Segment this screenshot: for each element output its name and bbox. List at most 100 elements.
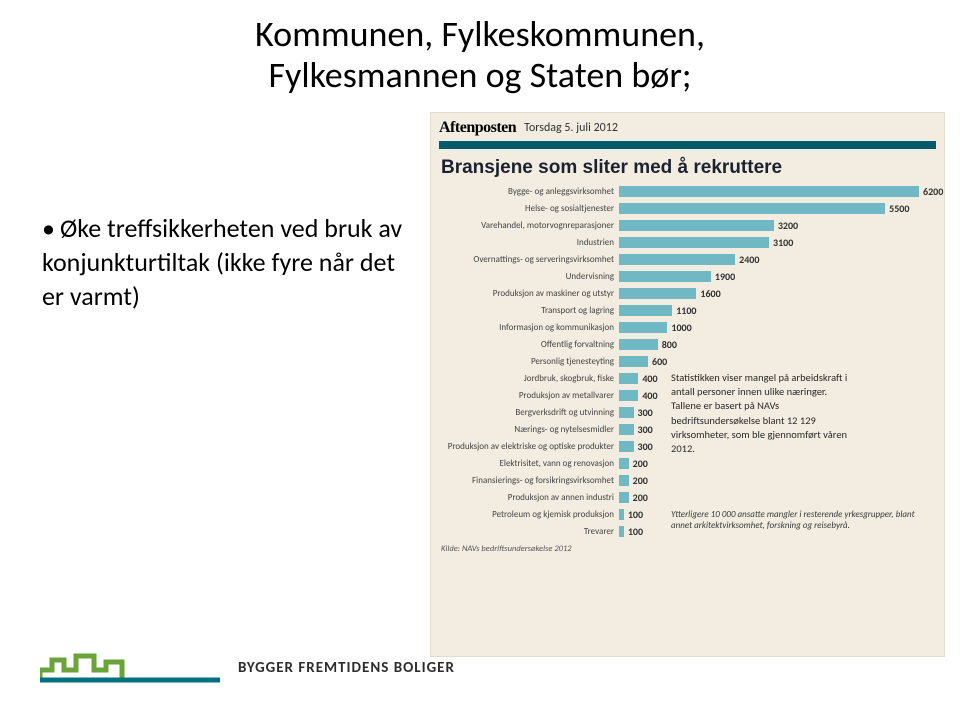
chart-row: Varehandel, motorvognreparasjoner 3200	[441, 217, 934, 234]
chart-row: Personlig tjenesteyting 600	[441, 353, 934, 370]
bar-value: 200	[633, 474, 648, 487]
bar-value: 1600	[700, 287, 720, 300]
bar-label: Produksjon av elektriske og optiske prod…	[441, 442, 619, 451]
header-rule	[439, 141, 936, 149]
bar-label: Undervisning	[441, 272, 619, 281]
chart-row: Produksjon av annen industri 200	[441, 489, 934, 506]
chart-row: Bergverksdrift og utvinning 300	[441, 404, 934, 421]
bar-value: 800	[662, 338, 677, 351]
bar-wrap: 300	[619, 440, 924, 453]
bar-wrap: 3200	[619, 219, 924, 232]
bar-label: Produksjon av metallvarer	[441, 391, 619, 400]
bar-value: 3200	[778, 219, 798, 232]
bar-label: Trevarer	[441, 527, 619, 536]
bar-wrap: 200	[619, 457, 924, 470]
bar	[619, 407, 634, 418]
bar-value: 300	[638, 423, 653, 436]
bar-wrap: 1600	[619, 287, 924, 300]
bar-chart: Statistikken viser mangel på arbeidskraf…	[431, 183, 944, 540]
chart-source: Kilde: NAVs bedriftsundersøkelse 2012	[431, 540, 944, 560]
bar-wrap: 100	[619, 525, 924, 538]
bar-value: 1100	[676, 304, 696, 317]
bar	[619, 424, 634, 435]
bar-wrap: 400	[619, 389, 924, 402]
bar	[619, 220, 774, 231]
bar-label: Elektrisitet, vann og renovasjon	[441, 459, 619, 468]
bar-label: Bygge- og anleggsvirksomhet	[441, 187, 619, 196]
bar	[619, 475, 629, 486]
chart-row: Nærings- og nytelsesmidler 300	[441, 421, 934, 438]
bar-value: 1900	[715, 270, 735, 283]
bar-label: Nærings- og nytelsesmidler	[441, 425, 619, 434]
bar-wrap: 3100	[619, 236, 924, 249]
slide-title-line2: Fylkesmannen og Staten bør;	[268, 53, 691, 97]
slide-title-line1: Kommunen, Fylkeskommunen,	[255, 12, 705, 56]
bar-label: Personlig tjenesteyting	[441, 357, 619, 366]
chart-row: Helse- og sosialtjenester 5500	[441, 200, 934, 217]
bar-wrap: 200	[619, 474, 924, 487]
bar	[619, 441, 634, 452]
bar-value: 100	[628, 508, 643, 521]
bar-label: Bergverksdrift og utvinning	[441, 408, 619, 417]
bar	[619, 390, 638, 401]
bar	[619, 186, 919, 197]
bar	[619, 492, 629, 503]
bar	[619, 237, 769, 248]
bar	[619, 526, 624, 537]
bullet-text: Øke treffsikkerheten ved bruk av konjunk…	[42, 212, 402, 312]
bar-wrap: 1100	[619, 304, 924, 317]
bar-label: Produksjon av annen industri	[441, 493, 619, 502]
bar-label: Petroleum og kjemisk produksjon	[441, 510, 619, 519]
newspaper-masthead: Aftenposten	[439, 119, 516, 137]
chart-row: Produksjon av metallvarer400	[441, 387, 934, 404]
bar-value: 1000	[671, 321, 691, 334]
chart-row: Trevarer 100	[441, 523, 934, 540]
bar-wrap: 300	[619, 406, 924, 419]
newspaper-header: Aftenposten Torsdag 5. juli 2012	[431, 113, 944, 141]
bar-label: Overnattings- og serveringsvirksomhet	[441, 255, 619, 264]
bar-value: 100	[628, 525, 643, 538]
slide-title: Kommunen, Fylkeskommunen, Fylkesmannen o…	[0, 0, 960, 97]
bar-value: 400	[642, 372, 657, 385]
bar-value: 200	[633, 457, 648, 470]
bar	[619, 271, 711, 282]
bar	[619, 305, 672, 316]
bar-value: 300	[638, 406, 653, 419]
bar	[619, 373, 638, 384]
footer: BYGGER FREMTIDENS BOLIGER	[40, 650, 455, 686]
bar-label: Transport og lagring	[441, 306, 619, 315]
bar	[619, 254, 735, 265]
bar-wrap: 1900	[619, 270, 924, 283]
bar	[619, 458, 629, 469]
chart-row: Finansierings- og forsikringsvirksomhet 2…	[441, 472, 934, 489]
bar-value: 300	[638, 440, 653, 453]
bar-label: Varehandel, motorvognreparasjoner	[441, 221, 619, 230]
newspaper-clipping: Aftenposten Torsdag 5. juli 2012 Bransje…	[430, 112, 945, 657]
bar	[619, 322, 667, 333]
bar	[619, 203, 885, 214]
bar-value: 5500	[889, 202, 909, 215]
chart-row: Offentlig forvaltning800	[441, 336, 934, 353]
bar-wrap: 2400	[619, 253, 924, 266]
company-logo-icon	[40, 650, 220, 686]
chart-row: Produksjon av elektriske og optiske prod…	[441, 438, 934, 455]
chart-row: Petroleum og kjemisk produksjon 100	[441, 506, 934, 523]
bar-wrap: 300	[619, 423, 924, 436]
bar-label: Finansierings- og forsikringsvirksomhet	[441, 476, 619, 485]
bar-label: Helse- og sosialtjenester	[441, 204, 619, 213]
bullet-item: •Øke treffsikkerheten ved bruk av konjun…	[42, 212, 422, 313]
bar-value: 200	[633, 491, 648, 504]
chart-row: Elektrisitet, vann og renovasjon 200	[441, 455, 934, 472]
chart-row: Produksjon av maskiner og utstyr1600	[441, 285, 934, 302]
bar-value: 6200	[923, 185, 943, 198]
bar-wrap: 800	[619, 338, 924, 351]
bar-value: 600	[652, 355, 667, 368]
bar-wrap: 200	[619, 491, 924, 504]
bullet-dot: •	[42, 212, 60, 246]
bar-wrap: 400	[619, 372, 924, 385]
bar	[619, 509, 624, 520]
footer-slogan: BYGGER FREMTIDENS BOLIGER	[238, 659, 455, 677]
bar-wrap: 600	[619, 355, 924, 368]
chart-row: Undervisning 1900	[441, 268, 934, 285]
bar-wrap: 1000	[619, 321, 924, 334]
